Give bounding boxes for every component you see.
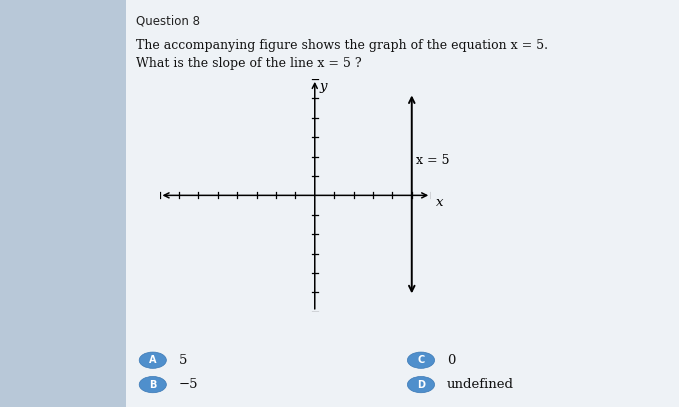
Text: 0: 0 bbox=[447, 354, 455, 367]
Text: A: A bbox=[149, 355, 157, 365]
Text: B: B bbox=[149, 380, 156, 389]
Text: −5: −5 bbox=[179, 378, 198, 391]
Text: C: C bbox=[418, 355, 424, 365]
Text: y: y bbox=[320, 80, 327, 93]
Text: D: D bbox=[417, 380, 425, 389]
Text: The accompanying figure shows the graph of the equation x = 5.
What is the slope: The accompanying figure shows the graph … bbox=[136, 39, 548, 70]
Text: x = 5: x = 5 bbox=[416, 154, 449, 167]
Text: Question 8: Question 8 bbox=[136, 14, 200, 27]
Text: 5: 5 bbox=[179, 354, 187, 367]
Text: undefined: undefined bbox=[447, 378, 514, 391]
Text: x: x bbox=[436, 196, 443, 209]
